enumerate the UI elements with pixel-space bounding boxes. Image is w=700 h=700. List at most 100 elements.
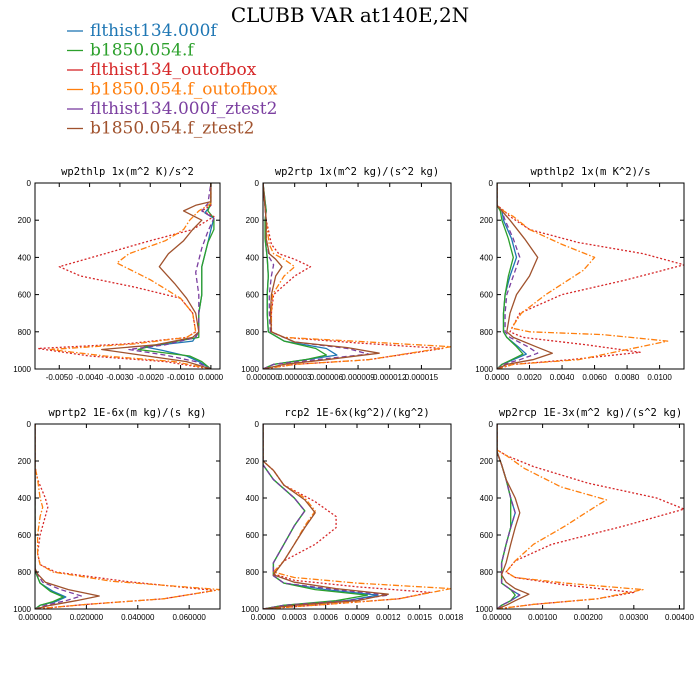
series-line bbox=[263, 424, 431, 609]
axis-frame bbox=[262, 182, 452, 370]
panel-title: rcp2 1E-6x(kg^2)/(kg^2) bbox=[284, 407, 429, 419]
y-tick-label: 600 bbox=[18, 531, 32, 540]
x-tick-label: 0.0000 bbox=[485, 373, 510, 382]
panel-title: wp2rcp 1E-3x(m^2 kg)/(s^2 kg) bbox=[499, 407, 682, 419]
x-tick-label: 0.00200 bbox=[574, 613, 603, 622]
y-tick-label: 600 bbox=[480, 531, 494, 540]
series-line bbox=[35, 424, 216, 609]
y-tick-label: 600 bbox=[480, 291, 494, 300]
series-line bbox=[263, 183, 328, 369]
x-tick-label: 0.000003 bbox=[278, 373, 312, 382]
x-tick-label: 0.0000 bbox=[251, 613, 276, 622]
axis-frame bbox=[34, 182, 221, 370]
y-tick-label: 400 bbox=[480, 253, 494, 262]
y-tick-label: 800 bbox=[18, 568, 32, 577]
y-tick-label: 1000 bbox=[241, 605, 259, 614]
x-tick-label: 0.0009 bbox=[345, 613, 370, 622]
y-tick-label: 400 bbox=[18, 253, 32, 262]
series-line bbox=[263, 183, 380, 369]
y-tick-label: 1000 bbox=[13, 365, 31, 374]
legend-entry: flthist134.000f_ztest2 bbox=[90, 99, 277, 119]
series-line bbox=[128, 183, 215, 369]
x-tick-label: 0.0012 bbox=[376, 613, 401, 622]
legend-entry: flthist134_outofbox bbox=[90, 60, 257, 80]
figure-title: CLUBB VAR at140E,2N bbox=[231, 3, 469, 27]
series-line bbox=[497, 424, 684, 609]
series-line bbox=[35, 424, 64, 609]
series-line bbox=[35, 424, 220, 609]
x-tick-label: 0.0100 bbox=[647, 373, 672, 382]
series-line bbox=[101, 183, 212, 369]
y-tick-label: 600 bbox=[18, 291, 32, 300]
x-tick-label: 0.0080 bbox=[615, 373, 640, 382]
x-tick-label: 0.0060 bbox=[582, 373, 607, 382]
x-tick-label: 0.00100 bbox=[528, 613, 557, 622]
x-tick-label: -0.0030 bbox=[106, 373, 134, 382]
chart-panel: wp2rcp 1E-3x(m^2 kg)/(s^2 kg) 0.00000 0.00… bbox=[475, 407, 694, 622]
x-tick-label: 0.0015 bbox=[407, 613, 432, 622]
x-tick-label: 0.00000 bbox=[483, 613, 512, 622]
y-tick-label: 800 bbox=[246, 328, 260, 337]
x-tick-label: 0.0003 bbox=[282, 613, 307, 622]
y-tick-label: 400 bbox=[246, 253, 260, 262]
series-line bbox=[263, 183, 444, 369]
chart-panel: wp2rtp 1x(m^2 kg)/(s^2 kg)0.0000000.0000… bbox=[241, 166, 452, 382]
panel-title: wpthlp2 1x(m K^2)/s bbox=[530, 166, 650, 178]
y-tick-label: 1000 bbox=[241, 365, 259, 374]
series-line bbox=[497, 183, 684, 369]
axis-frame bbox=[496, 182, 685, 370]
chart-panel: wp2thlp 1x(m^2 K)/s^2-0.0050 -0.0040 -0.00… bbox=[13, 166, 223, 382]
series-line bbox=[497, 424, 644, 609]
y-tick-label: 600 bbox=[246, 291, 260, 300]
y-tick-label: 800 bbox=[18, 328, 32, 337]
panel-title: wp2rtp 1x(m^2 kg)/(s^2 kg) bbox=[275, 166, 439, 178]
x-tick-label: 0.0020 bbox=[517, 373, 542, 382]
series-line bbox=[35, 424, 82, 609]
series-line bbox=[37, 183, 215, 369]
x-tick-label: -0.0040 bbox=[76, 373, 104, 382]
x-tick-label: 0.000006 bbox=[310, 373, 344, 382]
y-tick-label: 1000 bbox=[475, 605, 493, 614]
series-line bbox=[497, 183, 669, 369]
series-line bbox=[497, 183, 539, 369]
chart-panel: rcp2 1E-6x(kg^2)/(kg^2) 0.0000 0.0003 0.000… bbox=[241, 407, 464, 622]
series-line bbox=[263, 183, 451, 369]
panel-title: wprtp2 1E-6x(m kg)/(s kg) bbox=[48, 407, 206, 419]
x-tick-label: 0.000000 bbox=[18, 613, 52, 622]
y-tick-label: 1000 bbox=[13, 605, 31, 614]
y-tick-label: 800 bbox=[480, 568, 494, 577]
x-tick-label: 0.000009 bbox=[341, 373, 375, 382]
y-tick-label: 0 bbox=[27, 179, 32, 188]
x-tick-label: 0.000012 bbox=[373, 373, 407, 382]
x-tick-label: 0.000015 bbox=[405, 373, 439, 382]
panels: wp2thlp 1x(m^2 K)/s^2-0.0050 -0.0040 -0.00… bbox=[13, 166, 694, 622]
x-tick-label: 0.060000 bbox=[172, 613, 206, 622]
y-tick-label: 200 bbox=[480, 216, 494, 225]
chart-panel: wprtp2 1E-6x(m kg)/(s kg) 0.000000 0.02000… bbox=[13, 407, 221, 622]
y-tick-label: 400 bbox=[18, 494, 32, 503]
x-tick-label: 0.0006 bbox=[313, 613, 338, 622]
x-tick-label: -0.0020 bbox=[137, 373, 165, 382]
y-tick-label: 200 bbox=[246, 216, 260, 225]
y-tick-label: 0 bbox=[255, 179, 260, 188]
y-tick-label: 0 bbox=[489, 420, 494, 429]
y-tick-label: 0 bbox=[489, 179, 494, 188]
y-tick-label: 200 bbox=[246, 457, 260, 466]
y-tick-label: 400 bbox=[246, 494, 260, 503]
legend-entry: flthist134.000f bbox=[90, 21, 218, 41]
series-line bbox=[497, 183, 553, 369]
panel-title: wp2thlp 1x(m^2 K)/s^2 bbox=[61, 166, 194, 178]
series-line bbox=[497, 183, 524, 369]
y-tick-label: 800 bbox=[246, 568, 260, 577]
x-tick-label: 0.0018 bbox=[439, 613, 464, 622]
x-tick-label: 0.040000 bbox=[121, 613, 155, 622]
series-line bbox=[263, 424, 369, 609]
y-tick-label: 200 bbox=[18, 216, 32, 225]
legend: flthist134.000fb1850.054.fflthist134_out… bbox=[67, 21, 278, 139]
x-tick-label: 0.020000 bbox=[70, 613, 104, 622]
y-tick-label: 0 bbox=[27, 420, 32, 429]
y-tick-label: 200 bbox=[480, 457, 494, 466]
y-tick-label: 800 bbox=[480, 328, 494, 337]
axis-frame bbox=[34, 423, 221, 610]
